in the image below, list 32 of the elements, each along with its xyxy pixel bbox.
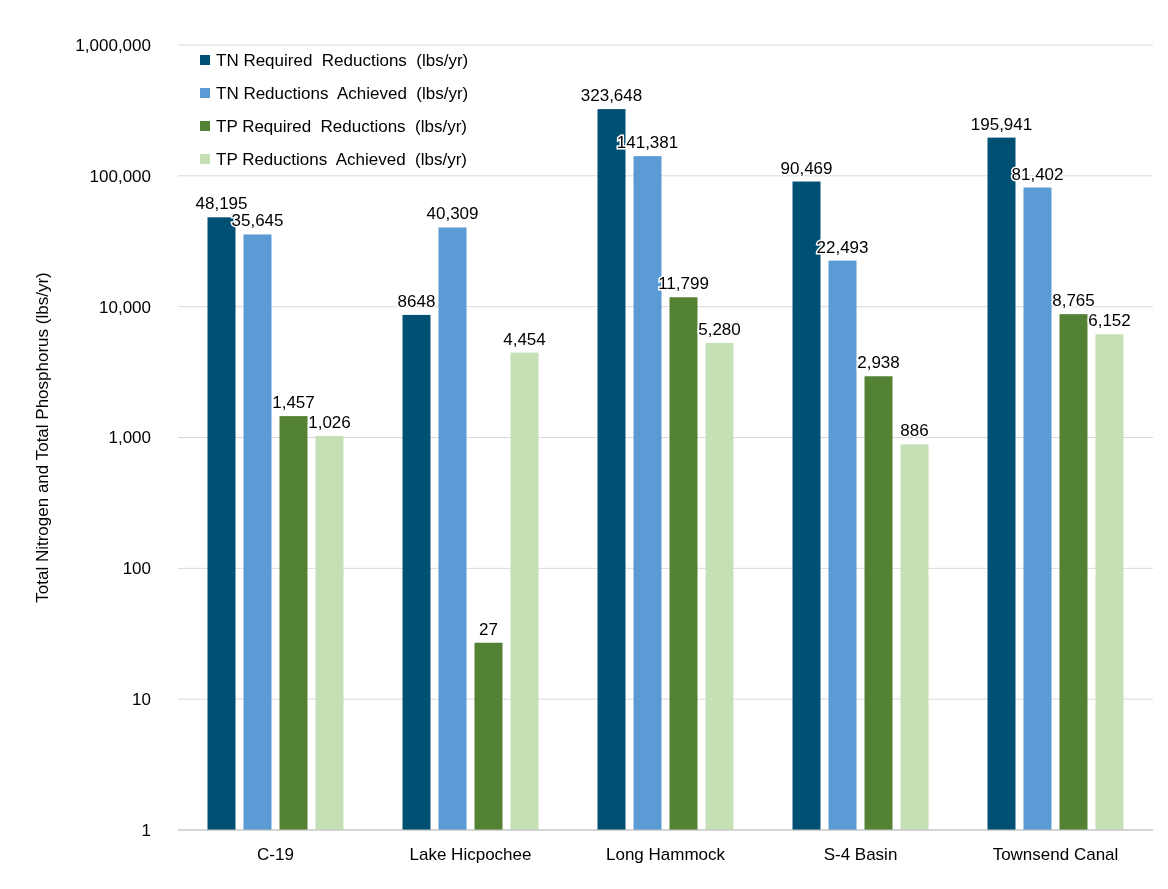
data-label: 48,195 [195,194,248,214]
y-tick-label: 1,000,000 [75,35,151,55]
data-label: 1,026 [308,413,351,433]
data-label: 323,648 [580,86,643,106]
legend-label: TP Required Reductions (lbs/yr) [216,116,468,136]
y-tick-label: 10,000 [99,297,151,317]
data-label: 40,309 [426,204,479,224]
x-tick-label: C-19 [257,845,294,864]
y-tick-label: 1,000 [108,428,151,448]
data-label: 886 [900,421,929,441]
y-tick-label: 100 [122,559,151,579]
data-label: 27 [479,619,498,639]
data-label: 6,152 [1088,311,1131,331]
data-label: 90,469 [780,158,833,178]
data-label: 4,454 [503,329,546,349]
x-tick-label: Long Hammock [605,845,726,864]
data-label: 8648 [397,291,436,311]
x-tick-label: S-4 Basin [823,845,898,864]
y-tick-label: 100,000 [89,166,151,186]
data-label: 2,938 [857,353,900,373]
legend-label: TP Reductions Achieved (lbs/yr) [216,149,468,169]
y-axis-title: Total Nitrogen and Total Phosphorus (lbs/yr) [33,272,52,603]
data-label: 195,941 [970,114,1033,134]
x-tick-label: Lake Hicpochee [409,845,532,864]
y-tick-label: 10 [132,690,151,710]
data-label: 1,457 [272,393,315,413]
legend-label: TN Required Reductions (lbs/yr) [216,50,469,70]
x-tick-label: Townsend Canal [992,845,1119,864]
data-label: 8,765 [1052,291,1095,311]
legend-label: TN Reductions Achieved (lbs/yr) [216,83,469,103]
data-label: 5,280 [698,319,741,339]
y-tick-label: 1 [141,820,151,840]
